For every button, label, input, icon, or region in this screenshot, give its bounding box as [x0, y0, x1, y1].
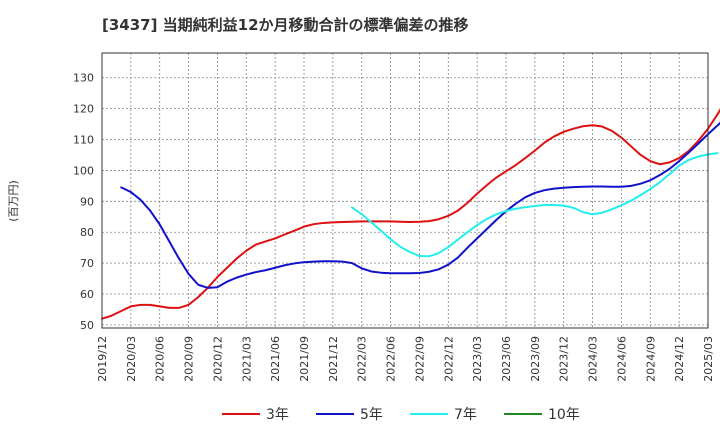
legend-label-2: 7年	[454, 407, 477, 423]
y-tick-label: 110	[73, 134, 94, 147]
legend: 3年 5年 7年 10年	[222, 407, 580, 423]
y-tick-label: 60	[80, 288, 94, 301]
x-tick-label: 2022/09	[413, 336, 426, 382]
y-axis-ticks: 50 60 70 80 90 100 110 120 130	[73, 72, 94, 332]
y-tick-label: 50	[80, 319, 94, 332]
x-tick-label: 2021/03	[240, 336, 253, 382]
x-tick-label: 2021/06	[269, 336, 282, 382]
y-tick-label: 80	[80, 226, 94, 239]
plot-area-frame	[101, 52, 709, 329]
y-tick-label: 90	[80, 195, 94, 208]
y-tick-label: 100	[73, 164, 94, 177]
y-axis-label: (百万円)	[7, 180, 20, 222]
x-tick-label: 2023/09	[529, 336, 542, 382]
legend-label-1: 5年	[360, 407, 383, 423]
x-tick-label: 2023/03	[471, 336, 484, 382]
x-tick-label: 2020/03	[125, 336, 138, 382]
x-tick-label: 2022/12	[442, 336, 455, 382]
series-line-1	[120, 121, 720, 289]
series-lines	[101, 108, 720, 320]
chart-title: [3437] 当期純利益12か月移動合計の標準偏差の推移	[102, 16, 469, 34]
y-tick-label: 120	[73, 103, 94, 116]
x-tick-label: 2024/09	[644, 336, 657, 382]
series-line-0	[101, 108, 720, 320]
legend-label-3: 10年	[548, 407, 580, 423]
x-tick-label: 2022/06	[385, 336, 398, 382]
x-tick-label: 2020/06	[154, 336, 167, 382]
x-tick-label: 2021/12	[327, 336, 340, 382]
legend-label-0: 3年	[266, 407, 289, 423]
y-tick-label: 70	[80, 257, 94, 270]
x-tick-label: 2023/06	[500, 336, 513, 382]
x-tick-label: 2020/12	[211, 336, 224, 382]
series-line-2	[351, 152, 719, 258]
x-axis-ticks: 2019/12 2020/03 2020/06 2020/09 2020/12 2021/…	[96, 336, 715, 382]
x-tick-label: 2025/03	[702, 336, 715, 382]
x-tick-label: 2024/12	[673, 336, 686, 382]
y-tick-label: 130	[73, 72, 94, 85]
x-tick-label: 2020/09	[183, 336, 196, 382]
x-tick-label: 2024/06	[615, 336, 628, 382]
x-tick-label: 2022/03	[356, 336, 369, 382]
x-tick-label: 2024/03	[587, 336, 600, 382]
x-tick-label: 2023/12	[558, 336, 571, 382]
x-tick-label: 2019/12	[96, 336, 109, 382]
x-tick-label: 2021/09	[298, 336, 311, 382]
gridlines	[101, 53, 709, 328]
